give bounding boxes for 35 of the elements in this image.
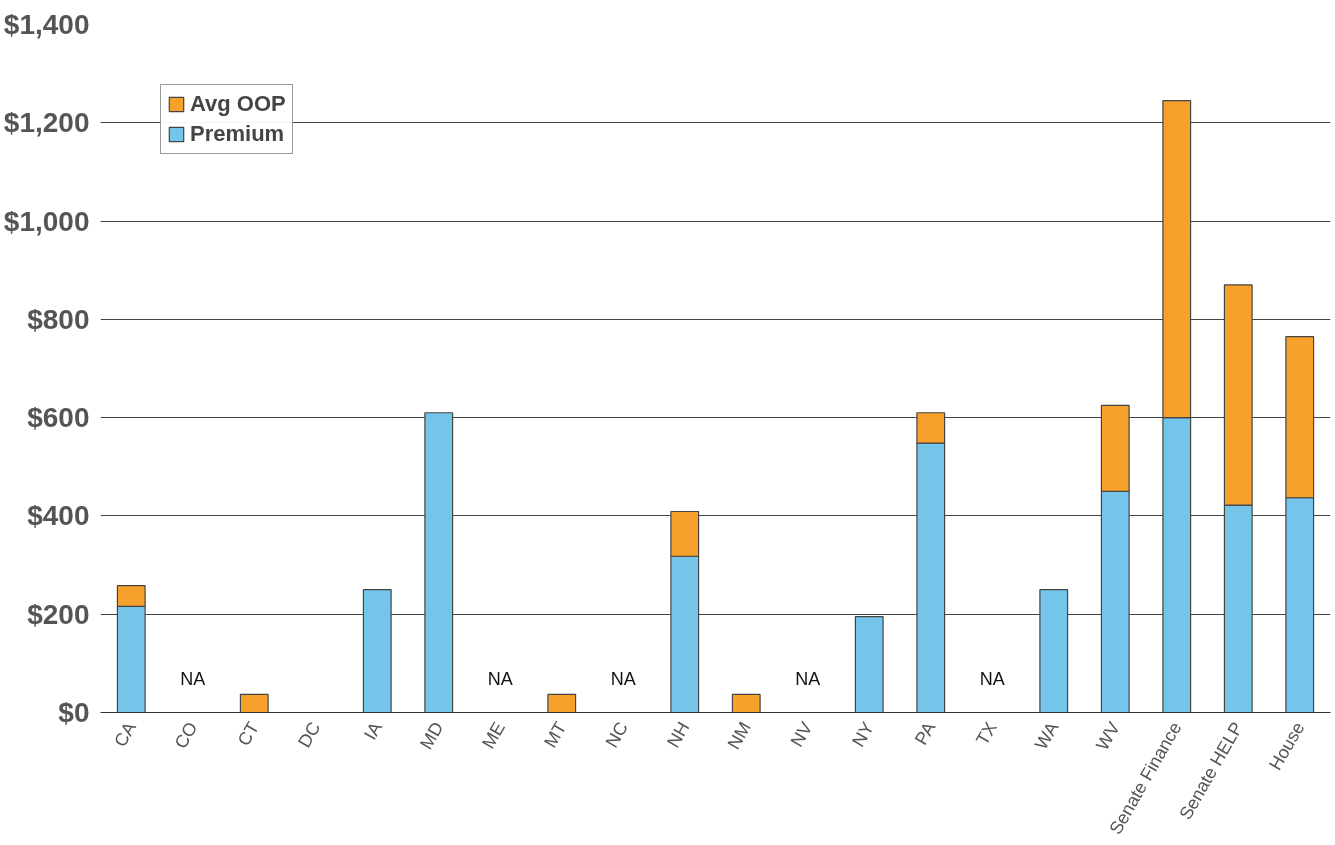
y-tick-label: $200 (27, 598, 90, 630)
bar (731, 693, 761, 713)
x-tick-label: WA (1030, 718, 1063, 754)
x-tick-label: CT (233, 718, 263, 750)
x-tick-label: TX (972, 718, 1001, 749)
y-tick-label: $1,400 (3, 9, 90, 40)
text: NA (610, 668, 636, 689)
x-tick-label: NC (601, 718, 632, 752)
text: NA (487, 668, 513, 689)
y-tick-label: $1,200 (3, 107, 90, 139)
x-tick-label: NV (786, 718, 817, 751)
x-tick-label: MT (540, 718, 571, 752)
legend-label: Avg OOP (190, 91, 286, 117)
y-tick-label: $1,000 (3, 205, 90, 237)
x-tick-label: IA (360, 718, 386, 744)
x-tick-label: DC (294, 718, 325, 752)
text: NA (180, 668, 206, 689)
y-tick-label: $0 (58, 697, 90, 728)
y-tick-label: $400 (27, 500, 90, 532)
x-tick-label: NY (848, 718, 878, 751)
y-tick-label: $800 (27, 303, 90, 335)
text: NA (979, 668, 1005, 689)
x-tick-label: PA (910, 718, 940, 749)
y-tick-label: $600 (27, 402, 90, 434)
x-tick-label: NH (663, 718, 694, 752)
bar (547, 693, 577, 713)
bar (239, 693, 269, 713)
text: NA (795, 668, 821, 689)
x-tick-label: ME (478, 718, 509, 752)
x-tick-label: MD (416, 718, 448, 753)
x-tick-label: NM (723, 718, 755, 753)
x-tick-label: CO (170, 718, 202, 752)
x-tick-label: CA (110, 718, 140, 751)
x-tick-label: WV (1092, 718, 1124, 754)
legend-label: Premium (190, 121, 285, 147)
